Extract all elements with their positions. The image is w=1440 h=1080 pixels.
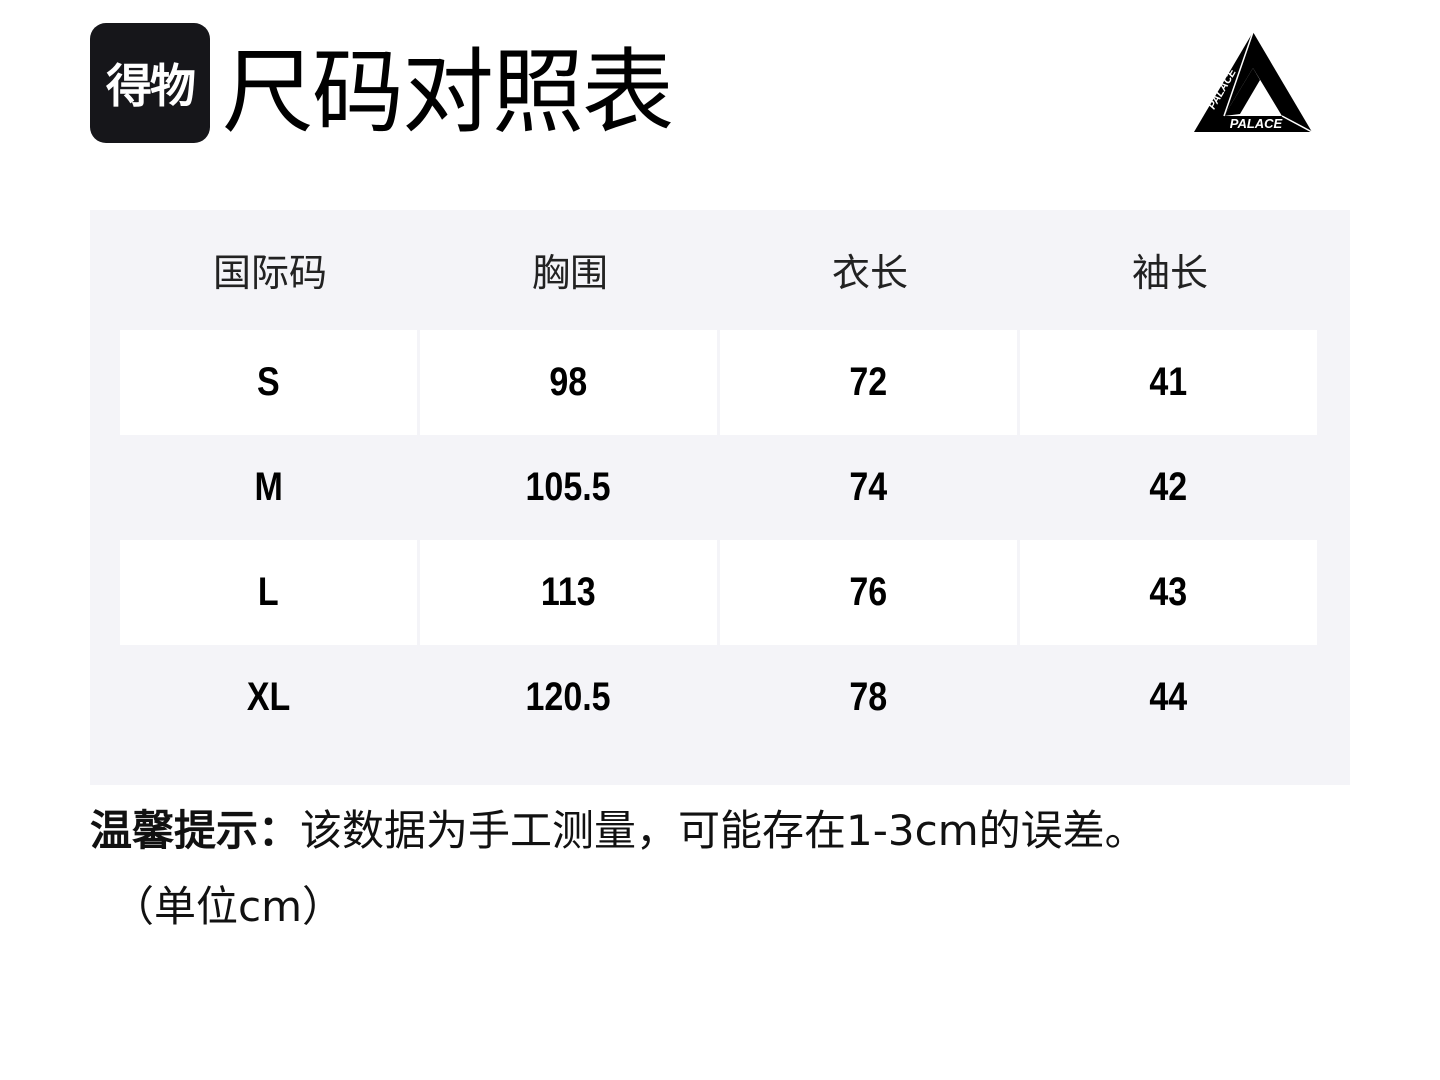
dewu-logo-text: 得物 xyxy=(106,59,196,113)
column-header-length: 衣长 xyxy=(831,250,908,295)
table-row: L 113 76 43 xyxy=(120,540,1320,645)
table-cell: 98 xyxy=(420,330,717,435)
table-cell: 74 xyxy=(849,465,888,509)
table-cell: M xyxy=(254,465,283,509)
column-header-chest: 胸围 xyxy=(531,250,608,295)
table-cell: 113 xyxy=(420,540,717,645)
table-cell: 120.5 xyxy=(525,675,612,719)
table-cell: 43 xyxy=(1020,540,1317,645)
table-cell: 41 xyxy=(1020,330,1317,435)
table-cell: L xyxy=(120,540,417,645)
column-header-size: 国际码 xyxy=(212,250,327,295)
table-cell: 42 xyxy=(1149,465,1188,509)
table-cell: 72 xyxy=(720,330,1017,435)
table-cell: 78 xyxy=(849,675,888,719)
note: 温馨提示：该数据为手工测量，可能存在1-3cm的误差。 xyxy=(90,800,1147,862)
table-row: M 105.5 74 42 xyxy=(120,435,1320,540)
palace-logo-icon: PALACE PALACE PALACE xyxy=(1194,31,1313,133)
table-row: XL 120.5 78 44 xyxy=(120,645,1320,750)
column-header-sleeve: 袖长 xyxy=(1131,250,1208,295)
table-row: S 98 72 41 xyxy=(120,330,1320,435)
svg-text:PALACE: PALACE xyxy=(1230,116,1283,131)
note-text: 该数据为手工测量，可能存在1-3cm的误差。 xyxy=(300,806,1147,855)
dewu-logo: 得物 xyxy=(90,23,210,143)
unit-note: （单位cm） xyxy=(112,882,345,931)
table-cell: S xyxy=(120,330,417,435)
table-cell: 76 xyxy=(720,540,1017,645)
page-title: 尺码对照表 xyxy=(222,39,674,146)
table-cell: 44 xyxy=(1149,675,1188,719)
size-table: 国际码 胸围 衣长 袖长 S 98 72 41 M 105.5 74 42 L … xyxy=(90,210,1350,785)
note-label: 温馨提示： xyxy=(90,806,301,855)
table-cell: 105.5 xyxy=(525,465,612,509)
table-cell: XL xyxy=(246,675,291,719)
